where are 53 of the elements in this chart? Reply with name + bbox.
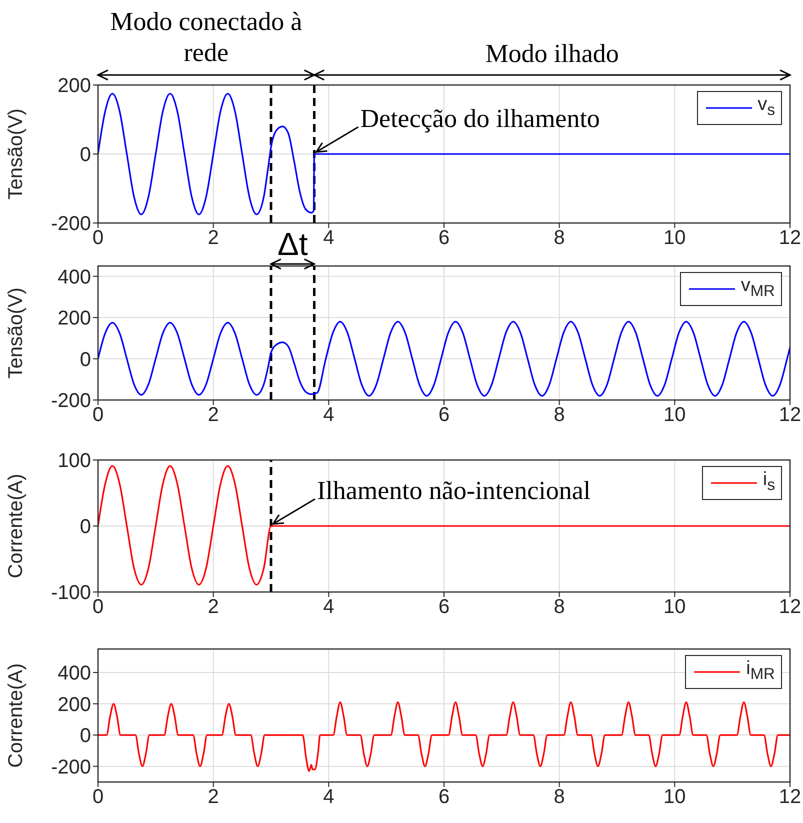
y-axis-title: Corrente(A) — [5, 474, 28, 578]
text: Δt — [277, 226, 308, 262]
x-tick-label: 6 — [438, 786, 450, 808]
x-tick-label: 2 — [208, 786, 219, 808]
x-tick-label: 10 — [664, 596, 686, 618]
x-tick-label: 8 — [554, 786, 565, 808]
legend-label: i$_{s}$ — [762, 468, 775, 496]
y-tick-label: 0 — [80, 516, 91, 538]
x-tick-label: 2 — [208, 404, 219, 426]
y-tick-label: 100 — [58, 450, 91, 472]
x-tick-label: 4 — [323, 786, 334, 808]
y-tick-label: 0 — [80, 144, 91, 166]
y-tick-label: -100 — [50, 582, 91, 604]
x-tick-label: 6 — [438, 404, 450, 426]
x-tick-label: 2 — [208, 227, 219, 250]
y-tick-label: 200 — [58, 694, 91, 716]
text: Modo ilhado — [484, 38, 620, 70]
y-tick-label: -200 — [50, 213, 91, 236]
y-tick-label: 400 — [58, 662, 91, 685]
x-tick-label: 4 — [323, 404, 334, 426]
y-tick-label: 200 — [58, 308, 91, 330]
x-tick-label: 12 — [778, 227, 802, 250]
x-tick-label: 10 — [664, 227, 686, 250]
y-tick-label: 200 — [58, 75, 91, 98]
annotation: Ilhamento não-intencional — [317, 476, 591, 506]
y-tick-label: 400 — [58, 266, 91, 288]
x-tick-label: 12 — [778, 404, 802, 426]
line-series — [98, 701, 790, 772]
y-tick-label: -200 — [50, 756, 91, 778]
x-tick-label: 6 — [438, 227, 450, 250]
y-axis-title: Corrente(A) — [5, 663, 28, 768]
x-tick-label: 8 — [554, 596, 565, 618]
x-tick-label: 2 — [208, 596, 219, 618]
legend-label: v$_{MR}$ — [740, 274, 775, 302]
y-tick-label: 0 — [80, 725, 91, 748]
x-tick-label: 10 — [664, 404, 686, 426]
x-tick-label: 8 — [554, 227, 565, 250]
y-tick-label: -200 — [50, 390, 91, 412]
annotation: Detecção do ilhamento — [360, 104, 600, 134]
x-tick-label: 4 — [323, 227, 334, 250]
legend-label: v$_{s}$ — [758, 93, 775, 121]
x-tick-label: 4 — [323, 596, 334, 618]
y-axis-title: Tensão(V) — [5, 287, 28, 379]
x-tick-label: 10 — [664, 786, 686, 808]
x-tick-label: 8 — [554, 404, 565, 426]
x-tick-label: 6 — [438, 596, 450, 618]
y-axis-title: Tensão(V) — [5, 108, 28, 200]
legend-label: i$_{MR}$ — [746, 657, 775, 685]
y-tick-label: 0 — [80, 348, 91, 371]
text: Modo conectado à rede — [109, 6, 304, 68]
x-tick-label: 12 — [778, 786, 802, 808]
x-tick-label: 12 — [778, 596, 802, 618]
line-series — [98, 320, 790, 397]
